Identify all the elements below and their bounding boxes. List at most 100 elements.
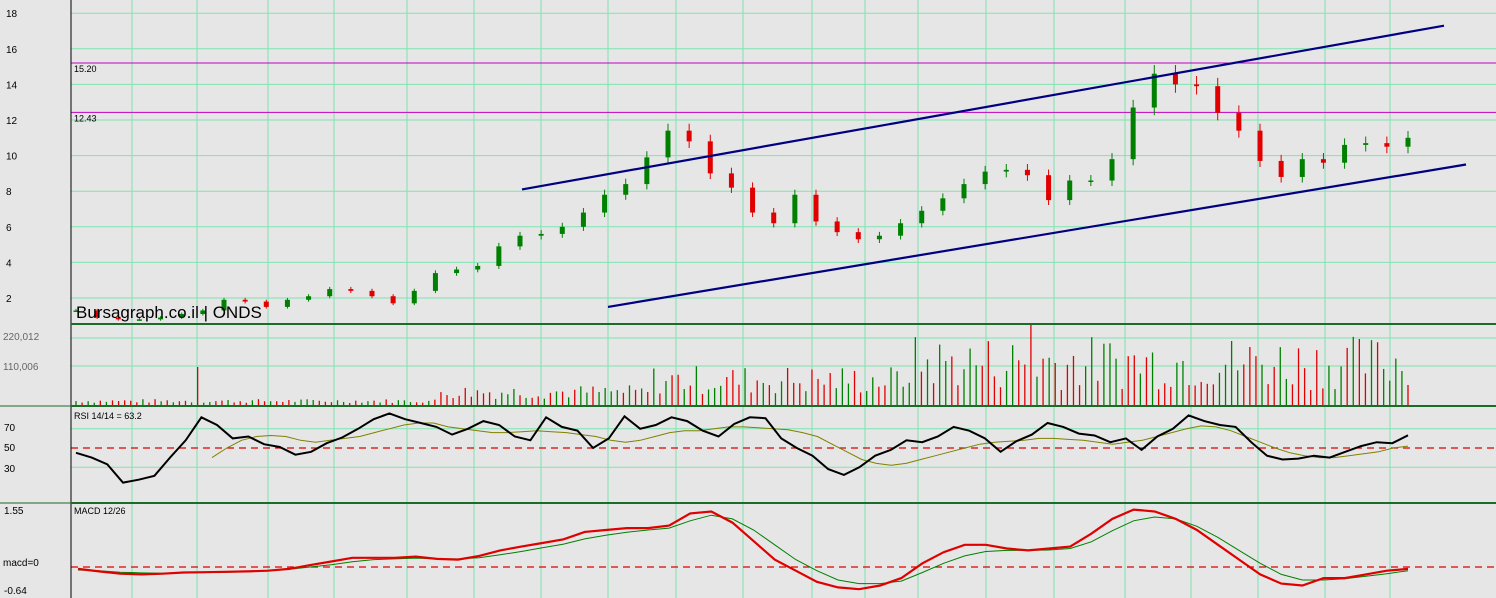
macd-tick-low: -0.64 <box>4 586 27 597</box>
rsi-tick-50: 50 <box>4 443 16 454</box>
candle-body <box>221 299 227 311</box>
volume-tick-mid: 110,006 <box>3 362 39 373</box>
candle-body <box>771 212 777 224</box>
candle-body <box>73 310 79 312</box>
candle-body <box>961 184 967 199</box>
price-tick-label: 6 <box>6 223 12 234</box>
candle-body <box>580 212 586 227</box>
price-tick-label: 14 <box>6 80 18 91</box>
level-label-1243: 12.43 <box>74 113 97 123</box>
level-label-1520: 15.20 <box>74 64 97 74</box>
candle-body <box>390 296 396 304</box>
rsi-tick-30: 30 <box>4 464 16 475</box>
candle-body <box>200 310 206 315</box>
candle-body <box>411 290 417 304</box>
candle-body <box>1130 107 1136 160</box>
candle-body <box>855 232 861 240</box>
candle-body <box>327 289 333 297</box>
rsi-line[interactable] <box>75 412 1409 484</box>
candlesticks <box>73 65 1411 321</box>
lower-channel-line[interactable] <box>607 163 1467 308</box>
rsi-title: RSI 14/14 = 63.2 <box>74 411 142 421</box>
candle-body <box>834 221 840 233</box>
candle-body <box>1003 169 1009 172</box>
price-tick-label: 12 <box>6 116 18 127</box>
price-tick-label: 10 <box>6 152 18 163</box>
candle-body <box>707 141 713 174</box>
price-tick-label: 16 <box>6 45 18 56</box>
candle-body <box>919 210 925 224</box>
candle-body <box>242 299 248 302</box>
rsi-signal-line[interactable] <box>211 422 1409 466</box>
candle-body <box>813 194 819 222</box>
candle-body <box>94 310 100 318</box>
candle-body <box>792 194 798 224</box>
candle-body <box>982 171 988 185</box>
rsi-tick-70: 70 <box>4 423 16 434</box>
candle-body <box>1257 130 1263 161</box>
price-tick-label: 18 <box>6 9 18 20</box>
candle-body <box>1363 143 1369 145</box>
price-tick-label: 2 <box>6 294 12 305</box>
candle-body <box>728 173 734 188</box>
candle-body <box>306 296 312 300</box>
price-panel: 2 4 6 8 10 12 14 16 18 15.20 12.43 Bursagraph.co… <box>6 9 1496 322</box>
price-axis-ticks: 2 4 6 8 10 12 14 16 18 <box>6 9 18 305</box>
candle-body <box>517 235 523 247</box>
volume-tick-high: 220,012 <box>3 332 40 343</box>
candle-body <box>1067 180 1073 201</box>
candle-body <box>1342 144 1348 163</box>
candle-body <box>1299 159 1305 177</box>
vertical-gridlines <box>70 0 1391 598</box>
macd-tick-zero: macd=0 <box>3 558 39 569</box>
candle-body <box>284 299 290 307</box>
candle-body <box>1278 160 1284 177</box>
candle-body <box>1109 159 1115 181</box>
candle-body <box>496 246 502 266</box>
upper-channel-line[interactable] <box>521 24 1445 191</box>
macd-title: MACD 12/26 <box>74 506 126 516</box>
candle-body <box>686 130 692 142</box>
candle-body <box>623 184 629 195</box>
candle-body <box>136 319 142 321</box>
candle-body <box>665 130 671 158</box>
macd-tick-high: 1.55 <box>4 506 24 517</box>
price-tick-label: 8 <box>6 187 12 198</box>
candle-body <box>454 269 460 274</box>
candle-body <box>538 233 544 236</box>
candle-body <box>1215 86 1221 113</box>
watermark-title: Bursagraph.co.il | ONDS <box>76 303 262 322</box>
macd-panel: MACD 12/26 1.55 macd=0 -0.64 <box>3 506 1496 597</box>
rsi-gridlines <box>71 428 1496 468</box>
candle-body <box>1151 73 1157 108</box>
candle-body <box>179 314 185 318</box>
horizontal-levels: 15.20 12.43 <box>71 62 1496 123</box>
macd-line[interactable] <box>77 508 1409 591</box>
trendlines <box>521 24 1467 308</box>
candle-body <box>1194 84 1200 87</box>
candle-body <box>1088 180 1094 183</box>
candle-body <box>644 157 650 185</box>
rsi-panel: RSI 14/14 = 63.2 70 50 30 <box>4 411 1496 484</box>
volume-panel: 220,012 110,006 <box>3 323 1496 405</box>
candle-body <box>1384 143 1390 147</box>
candle-body <box>115 317 121 320</box>
candle-body <box>475 265 481 270</box>
candle-body <box>559 226 565 234</box>
price-gridlines <box>71 12 1496 299</box>
candle-body <box>348 289 354 291</box>
candle-body <box>369 290 375 297</box>
candle-body <box>898 223 904 236</box>
candle-body <box>158 317 164 320</box>
candle-body <box>432 273 438 291</box>
candle-body <box>263 301 269 307</box>
candle-body <box>1236 112 1242 131</box>
price-tick-label: 4 <box>6 258 12 269</box>
candle-body <box>1405 137 1411 147</box>
volume-gridlines <box>71 337 1496 367</box>
volume-bars <box>75 323 1409 405</box>
candle-body <box>940 198 946 211</box>
candle-body <box>876 235 882 240</box>
